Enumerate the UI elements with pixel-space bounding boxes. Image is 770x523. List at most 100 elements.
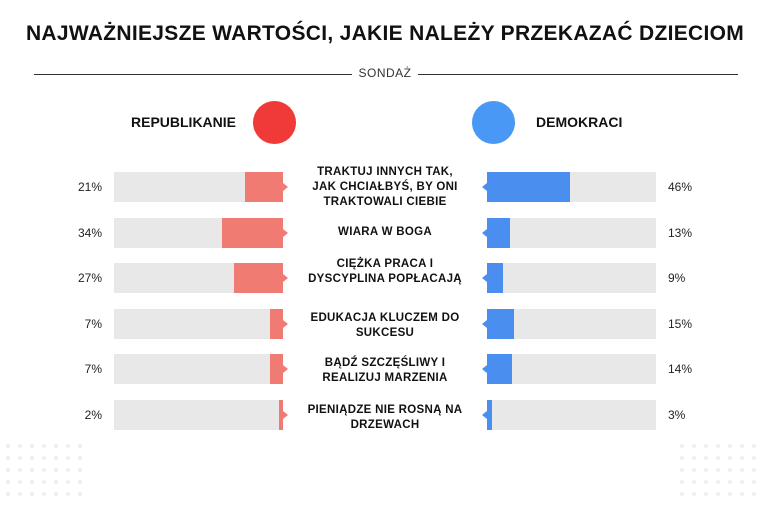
decor-dot [728, 468, 732, 472]
decor-dot [704, 456, 708, 460]
bar-democrats [487, 354, 513, 384]
track-democrats [487, 263, 656, 293]
arrow-democrats [482, 411, 487, 419]
decor-dot [680, 468, 684, 472]
decor-dot [6, 444, 10, 448]
value-label-democrats: 14% [668, 362, 693, 376]
decor-dot [716, 456, 720, 460]
bar-republicans [221, 218, 283, 248]
decor-dot [716, 444, 720, 448]
track-republicans [114, 309, 283, 339]
decor-dot [680, 456, 684, 460]
decor-dot [740, 468, 744, 472]
title-rule-right [418, 74, 738, 75]
decor-dot [78, 468, 82, 472]
arrow-democrats [482, 365, 487, 373]
decor-dot [752, 492, 756, 496]
decor-dot [728, 492, 732, 496]
decor-dot [66, 492, 70, 496]
decor-dot [716, 468, 720, 472]
decor-dot [18, 468, 22, 472]
bar-democrats [487, 263, 504, 293]
chart-title: NAJWAŻNIEJSZE WARTOŚCI, JAKIE NALEŻY PRZ… [25, 22, 745, 45]
decor-dot [692, 480, 696, 484]
arrow-republicans [283, 183, 288, 191]
decor-dot [42, 444, 46, 448]
decor-dot [716, 480, 720, 484]
decor-dot [740, 456, 744, 460]
decor-dot [692, 444, 696, 448]
track-democrats [487, 354, 656, 384]
arrow-republicans [283, 411, 288, 419]
decor-dot [704, 492, 708, 496]
decor-dot [704, 444, 708, 448]
track-democrats [487, 400, 656, 430]
arrow-republicans [283, 320, 288, 328]
decor-dot [6, 480, 10, 484]
value-label-democrats: 15% [668, 317, 693, 331]
decor-dot [728, 444, 732, 448]
value-label-democrats: 9% [668, 271, 686, 285]
decor-dot [740, 492, 744, 496]
arrow-democrats [482, 320, 487, 328]
category-label: PIENIĄDZE NIE ROSNĄ NA DRZEWACH [307, 404, 463, 431]
decor-dot [54, 444, 58, 448]
track-democrats [487, 309, 656, 339]
bar-democrats [487, 309, 514, 339]
bar-republicans [245, 172, 283, 202]
value-label-republicans: 7% [84, 317, 102, 331]
value-label-republicans: 2% [84, 408, 102, 422]
arrow-republicans [283, 365, 288, 373]
decor-dot [6, 456, 10, 460]
decor-dot [30, 480, 34, 484]
legend-democrats-dot [472, 101, 515, 144]
track-republicans [114, 400, 283, 430]
decor-dot [18, 480, 22, 484]
decor-dot [54, 456, 58, 460]
track-republicans [114, 354, 283, 384]
value-label-democrats: 3% [668, 408, 686, 422]
decor-dot [30, 468, 34, 472]
decor-dot [66, 480, 70, 484]
decor-dot [18, 456, 22, 460]
decor-dot [54, 468, 58, 472]
legend-democrats-label: DEMOKRACI [536, 114, 623, 130]
value-label-republicans: 27% [77, 271, 102, 285]
value-label-republicans: 7% [84, 362, 102, 376]
decor-dot [704, 468, 708, 472]
value-label-republicans: 21% [77, 180, 102, 194]
decor-dot [680, 480, 684, 484]
value-label-democrats: 46% [668, 180, 693, 194]
bar-republicans [279, 400, 283, 430]
decor-dot [692, 492, 696, 496]
arrow-republicans [283, 274, 288, 282]
category-label: WIARA W BOGA [338, 226, 432, 238]
decor-dot [66, 456, 70, 460]
decor-dot [42, 456, 46, 460]
decor-dot [78, 480, 82, 484]
value-label-democrats: 13% [668, 226, 693, 240]
decor-dot [6, 492, 10, 496]
decor-dot [752, 480, 756, 484]
decor-dot [30, 444, 34, 448]
bar-republicans [270, 309, 283, 339]
legend-republicans-label: REPUBLIKANIE [131, 114, 237, 130]
decor-dot [680, 444, 684, 448]
bar-democrats [487, 172, 570, 202]
decor-dot [752, 456, 756, 460]
arrow-democrats [482, 229, 487, 237]
track-democrats [487, 218, 656, 248]
category-label: CIĘŻKA PRACA I DYSCYPLINA POPŁACAJĄ [308, 258, 462, 285]
decor-dot [740, 480, 744, 484]
decor-dot [42, 480, 46, 484]
decor-dot [752, 444, 756, 448]
decor-dot [54, 480, 58, 484]
decor-dot [728, 456, 732, 460]
decor-dot [30, 456, 34, 460]
arrow-democrats [482, 183, 487, 191]
decor-dot [54, 492, 58, 496]
bar-democrats [487, 400, 493, 430]
decor-dot [42, 492, 46, 496]
decor-dot [704, 480, 708, 484]
title-rule-left [34, 74, 352, 75]
